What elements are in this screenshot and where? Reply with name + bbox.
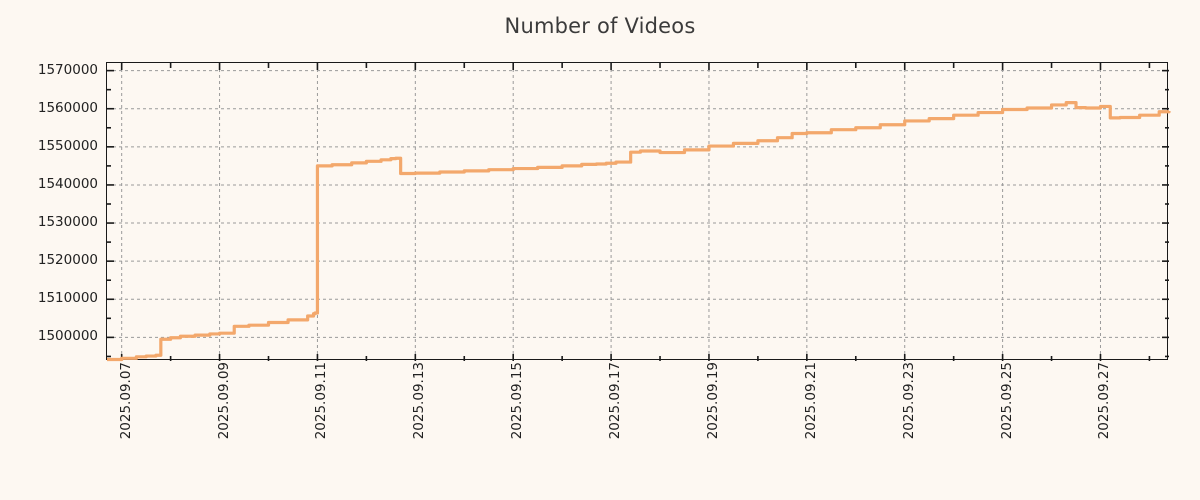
x-axis-tick-label: 2025.09.11 — [313, 362, 330, 440]
x-axis-tick-label: 2025.09.21 — [802, 362, 819, 440]
x-axis-tick-label: 2025.09.25 — [998, 362, 1015, 440]
y-axis-tick-label: 1540000 — [37, 175, 98, 192]
x-axis-tick-labels: 2025.09.07 2025.09.09 2025.09.11 2025.09.13… — [106, 362, 1168, 492]
x-axis-tick-label: 2025.09.07 — [117, 362, 134, 440]
chart-title: Number of Videos — [504, 14, 696, 38]
y-axis-tick-labels: 1500000 1510000 1520000 1530000 1540000 15500… — [0, 62, 98, 360]
x-axis-tick-label: 2025.09.19 — [704, 362, 721, 440]
y-axis-tick-label: 1570000 — [37, 61, 98, 78]
y-axis-tick-label: 1530000 — [37, 214, 98, 231]
tick-marks — [107, 63, 1169, 361]
x-axis-tick-label: 2025.09.27 — [1096, 362, 1113, 440]
plot-area — [106, 62, 1171, 362]
grid-lines — [107, 63, 1169, 361]
x-axis-tick-label: 2025.09.09 — [215, 362, 232, 440]
x-axis-tick-label: 2025.09.23 — [900, 362, 917, 440]
y-axis-tick-label: 1500000 — [37, 328, 98, 345]
x-axis-tick-label: 2025.09.17 — [607, 362, 624, 440]
y-axis-tick-label: 1520000 — [37, 252, 98, 269]
x-axis-tick-label: 2025.09.13 — [411, 362, 428, 440]
x-axis-tick-label: 2025.09.15 — [509, 362, 526, 440]
y-axis-tick-label: 1510000 — [37, 290, 98, 307]
data-line-svg — [107, 63, 1171, 362]
series-line-number-of-videos — [107, 101, 1171, 362]
y-axis-tick-label: 1550000 — [37, 137, 98, 154]
y-axis-tick-label: 1560000 — [37, 99, 98, 116]
